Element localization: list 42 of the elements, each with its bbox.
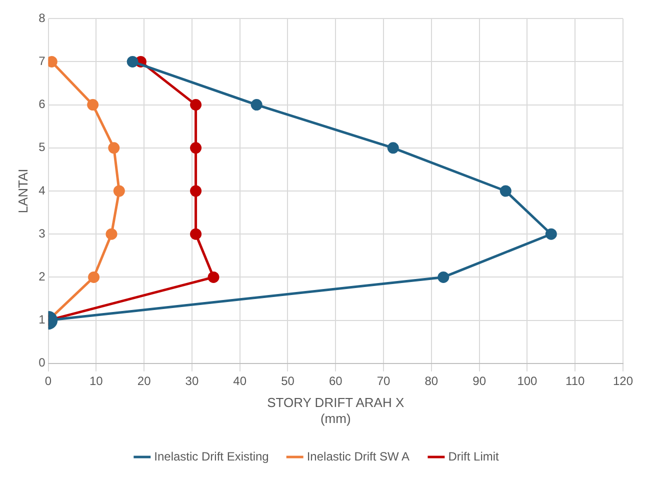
x-tick-label: 70 xyxy=(376,374,391,388)
y-axis-title: LANTAI xyxy=(15,168,30,214)
y-tick-label: 2 xyxy=(38,270,46,284)
x-tick-label: 50 xyxy=(281,374,295,388)
point xyxy=(387,142,399,154)
x-tick-label: 90 xyxy=(472,374,486,388)
point xyxy=(250,99,262,111)
point xyxy=(208,271,220,283)
point xyxy=(113,185,125,197)
y-tick-label: 1 xyxy=(38,312,46,327)
y-tick-label: 7 xyxy=(38,54,46,68)
point xyxy=(190,185,202,197)
point xyxy=(190,228,202,240)
point xyxy=(190,142,202,154)
y-tick-label: 0 xyxy=(38,356,46,370)
x-tick-label: 40 xyxy=(233,374,247,388)
legend-label: Drift Limit xyxy=(448,449,500,464)
point xyxy=(126,56,138,68)
y-tick-label: 3 xyxy=(38,226,46,240)
legend-label: Inelastic Drift SW A xyxy=(306,449,410,464)
point xyxy=(88,271,100,283)
x-tick-label: 100 xyxy=(517,374,538,388)
y-tick-label: 5 xyxy=(38,140,46,154)
y-tick-label: 4 xyxy=(38,183,46,198)
x-axis-title: STORY DRIFT ARAH X (mm) xyxy=(267,395,404,426)
x-tick-label: 110 xyxy=(566,374,585,388)
point xyxy=(106,228,118,240)
x-tick-label: 30 xyxy=(185,374,199,388)
point xyxy=(438,271,450,283)
y-tick-label: 8 xyxy=(38,10,46,25)
x-tick-label: 20 xyxy=(137,374,152,388)
x-tick-label: 10 xyxy=(89,374,104,388)
point xyxy=(87,99,99,111)
point xyxy=(108,142,120,154)
x-tick-label: 120 xyxy=(612,374,634,388)
point xyxy=(500,185,512,197)
y-tick-label: 6 xyxy=(38,97,46,112)
legend-label: Inelastic Drift Existing xyxy=(154,449,269,464)
x-tick-label: 80 xyxy=(424,374,438,388)
x-tick-label: 60 xyxy=(328,374,343,388)
point xyxy=(190,99,202,111)
point xyxy=(545,228,557,240)
